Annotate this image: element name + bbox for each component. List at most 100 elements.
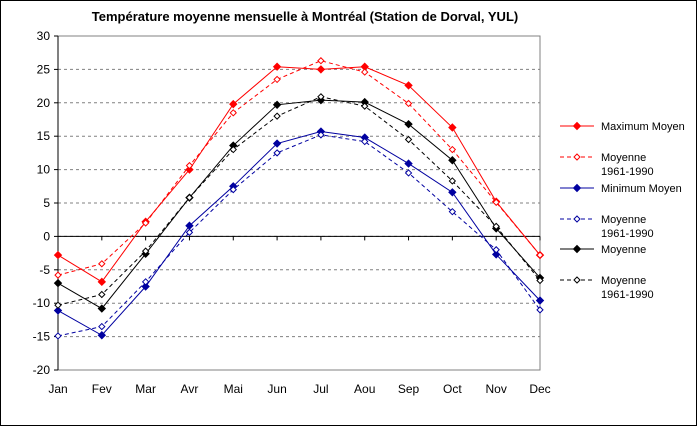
legend-item-3: Minimum Moyen <box>560 183 682 195</box>
series-2 <box>54 57 544 279</box>
data-point <box>361 68 369 76</box>
series-1 <box>53 62 545 287</box>
x-tick-label: Dec <box>529 382 550 396</box>
chart-title: Température moyenne mensuelle à Montréal… <box>91 9 519 24</box>
legend-label: Maximum Moyen <box>601 121 685 133</box>
data-point <box>404 99 413 108</box>
legend-label: Minimum Moyen <box>601 183 682 195</box>
legend-swatch-marker <box>573 276 581 284</box>
y-tick-label: 15 <box>37 129 51 143</box>
data-point <box>404 169 413 177</box>
data-point <box>491 250 501 259</box>
data-point <box>98 290 106 299</box>
axes: -20 -15 -10 -5 0 5 10 15 20 25 30 Jan Fev Mar Avr Mai Ju… <box>33 29 551 396</box>
x-tick-label: Sep <box>398 382 420 396</box>
data-point <box>53 306 63 315</box>
legend-label: Moyenne <box>601 214 646 226</box>
series-group <box>53 57 545 340</box>
data-point <box>229 109 237 117</box>
x-tick-label: Jun <box>267 382 286 396</box>
data-point <box>361 137 369 146</box>
data-point <box>536 306 544 314</box>
data-point <box>273 149 281 157</box>
data-point <box>448 207 457 216</box>
legend-swatch-marker <box>572 244 582 254</box>
y-tick-label: -5 <box>39 263 50 277</box>
x-tick-label: Aou <box>354 382 375 396</box>
legend-label-line2: 1961-1990 <box>601 228 654 240</box>
series-line <box>57 96 541 306</box>
data-point <box>54 301 62 309</box>
data-point <box>185 165 194 174</box>
legend: Maximum Moyen Moyenne 1961-1990 Minimum Moy… <box>560 121 685 301</box>
legend-label: Moyenne <box>601 152 646 164</box>
data-point <box>448 145 457 154</box>
legend-label-line2: 1961-1990 <box>601 166 654 178</box>
data-point <box>492 246 500 254</box>
data-point <box>448 156 457 165</box>
data-point <box>229 185 237 194</box>
data-point <box>317 93 325 101</box>
legend-item-6: Moyenne 1961-1990 <box>560 275 654 301</box>
y-tick-label: 20 <box>37 96 51 110</box>
x-tick-label: Fev <box>92 382 112 396</box>
data-point <box>317 57 325 65</box>
data-point <box>536 276 544 285</box>
data-point <box>53 250 63 260</box>
data-point <box>448 177 457 185</box>
data-point <box>535 296 545 305</box>
data-point <box>97 331 107 340</box>
data-point <box>448 188 457 197</box>
data-point <box>317 131 325 139</box>
series-4 <box>54 131 544 340</box>
data-point <box>141 219 150 227</box>
data-point <box>404 81 413 90</box>
data-point <box>53 278 63 288</box>
data-point <box>185 161 194 170</box>
data-point <box>141 247 150 255</box>
legend-item-2: Moyenne 1961-1990 <box>560 152 654 178</box>
data-point <box>98 260 106 268</box>
data-point <box>404 135 413 144</box>
data-point <box>229 145 237 154</box>
data-point <box>273 112 281 120</box>
data-point <box>448 123 457 132</box>
data-point <box>316 65 326 74</box>
data-point <box>492 198 500 207</box>
legend-item-1: Maximum Moyen <box>560 121 685 133</box>
data-point <box>536 251 544 259</box>
data-point <box>272 100 282 110</box>
data-point <box>98 322 106 331</box>
data-point <box>404 159 413 168</box>
legend-swatch-marker <box>572 121 582 131</box>
x-tick-label: Avr <box>181 382 199 396</box>
data-point <box>361 102 369 110</box>
legend-swatch-marker <box>572 183 582 193</box>
data-point <box>229 99 238 109</box>
y-tick-label: 30 <box>37 29 51 43</box>
data-point <box>141 282 150 291</box>
series-line <box>57 134 541 337</box>
legend-item-4: Moyenne 1961-1990 <box>560 214 654 240</box>
y-tick-label: 25 <box>37 62 51 76</box>
data-point <box>54 332 62 340</box>
data-point <box>97 277 107 287</box>
y-tick-label: -15 <box>33 330 51 344</box>
x-tick-label: Jul <box>313 382 328 396</box>
series-5 <box>53 95 545 313</box>
data-point <box>141 278 150 286</box>
series-line <box>57 99 541 310</box>
y-tick-label: 10 <box>37 163 51 177</box>
data-point <box>272 62 282 71</box>
series-line <box>57 60 541 276</box>
y-tick-label: 0 <box>43 229 50 243</box>
legend-label: Moyenne <box>601 244 646 256</box>
series-line <box>57 131 541 336</box>
x-tick-label: Nov <box>486 382 507 396</box>
data-point <box>272 139 282 148</box>
data-point <box>273 75 281 84</box>
legend-swatch-marker <box>573 153 581 161</box>
data-point <box>185 228 194 237</box>
